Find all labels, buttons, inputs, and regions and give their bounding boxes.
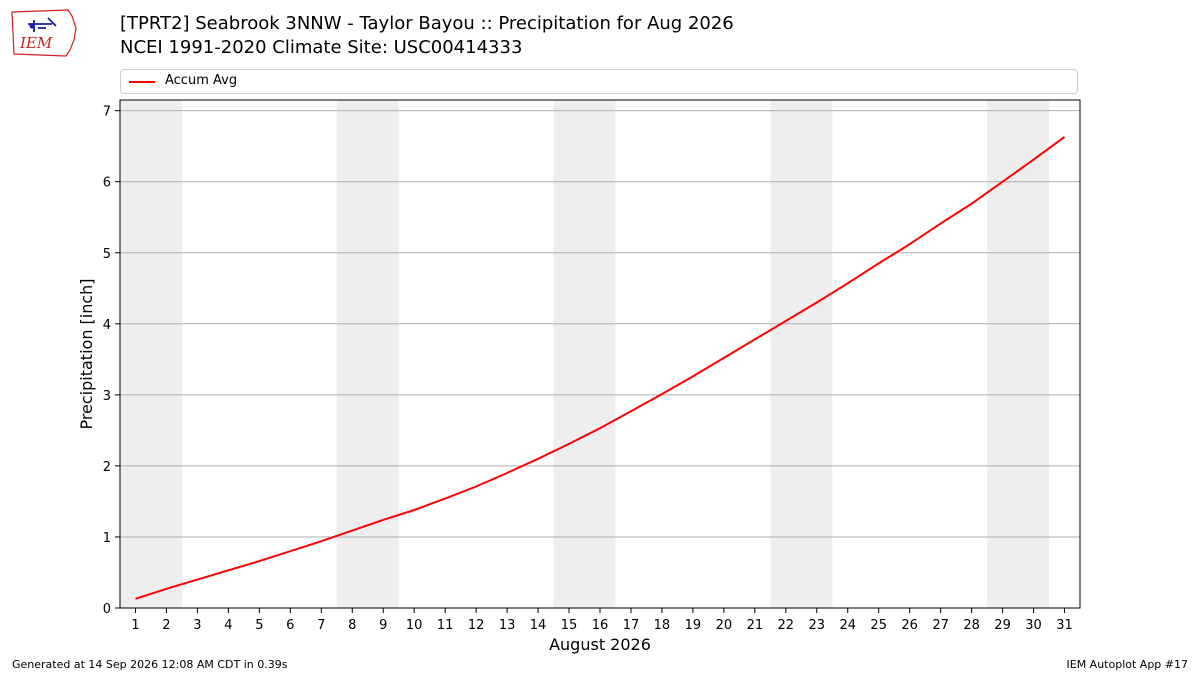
xtick-label-23: 23: [809, 618, 826, 633]
xtick-label-27: 27: [932, 618, 949, 633]
legend-swatch-accum-avg: [129, 81, 155, 83]
xtick-label-9: 9: [379, 618, 387, 633]
xtick-label-1: 1: [131, 618, 139, 633]
chart-title: [TPRT2] Seabrook 3NNW - Taylor Bayou :: …: [120, 13, 734, 34]
logo-text: IEM: [19, 34, 53, 52]
xtick-label-28: 28: [963, 618, 980, 633]
xtick-label-10: 10: [406, 618, 423, 633]
ytick-label-7: 7: [103, 105, 111, 120]
plot-frame: [119, 99, 1081, 609]
xtick-label-8: 8: [348, 618, 356, 633]
xtick-label-4: 4: [224, 618, 232, 633]
xtick-label-13: 13: [499, 618, 516, 633]
xtick-label-11: 11: [437, 618, 454, 633]
iem-logo: IEM: [11, 9, 77, 57]
xtick-label-24: 24: [839, 618, 856, 633]
generated-timestamp: Generated at 14 Sep 2026 12:08 AM CDT in…: [12, 658, 288, 671]
xtick-label-21: 21: [747, 618, 764, 633]
xtick-label-18: 18: [654, 618, 671, 633]
xtick-label-19: 19: [685, 618, 702, 633]
xtick-label-29: 29: [994, 618, 1011, 633]
ytick-label-0: 0: [103, 602, 111, 617]
xtick-label-22: 22: [778, 618, 795, 633]
xtick-label-12: 12: [468, 618, 485, 633]
weekend-shade-0: [120, 100, 182, 608]
legend-label-accum-avg: Accum Avg: [165, 73, 238, 88]
xtick-label-7: 7: [317, 618, 325, 633]
xtick-label-25: 25: [870, 618, 887, 633]
xtick-label-17: 17: [623, 618, 640, 633]
weekend-shade-1: [336, 100, 399, 608]
app-credit: IEM Autoplot App #17: [1066, 658, 1189, 671]
chart-subtitle: NCEI 1991-2020 Climate Site: USC00414333: [120, 37, 523, 58]
xtick-label-20: 20: [716, 618, 733, 633]
ytick-label-3: 3: [103, 389, 111, 404]
ytick-label-2: 2: [103, 460, 111, 475]
ytick-label-5: 5: [103, 247, 111, 262]
ytick-label-1: 1: [103, 531, 111, 546]
xtick-label-14: 14: [530, 618, 547, 633]
legend: Accum Avg: [120, 69, 1078, 94]
xtick-label-2: 2: [162, 618, 170, 633]
y-axis-label: Precipitation [inch]: [77, 278, 96, 429]
iowa-state-outline: [11, 9, 77, 57]
weekend-shade-2: [553, 100, 616, 608]
x-axis-label: August 2026: [549, 635, 651, 654]
xtick-label-31: 31: [1056, 618, 1073, 633]
xtick-label-16: 16: [592, 618, 609, 633]
xtick-label-6: 6: [286, 618, 294, 633]
weekend-shade-3: [770, 100, 833, 608]
ytick-label-4: 4: [103, 318, 111, 333]
xtick-label-26: 26: [901, 618, 918, 633]
series-line-accum-avg: [135, 136, 1066, 600]
ytick-label-6: 6: [103, 176, 111, 191]
station-dot-icon: [29, 23, 35, 29]
xtick-label-30: 30: [1025, 618, 1042, 633]
xtick-label-15: 15: [561, 618, 578, 633]
xtick-label-3: 3: [193, 618, 201, 633]
xtick-label-5: 5: [255, 618, 263, 633]
weekend-shade-4: [987, 100, 1050, 608]
